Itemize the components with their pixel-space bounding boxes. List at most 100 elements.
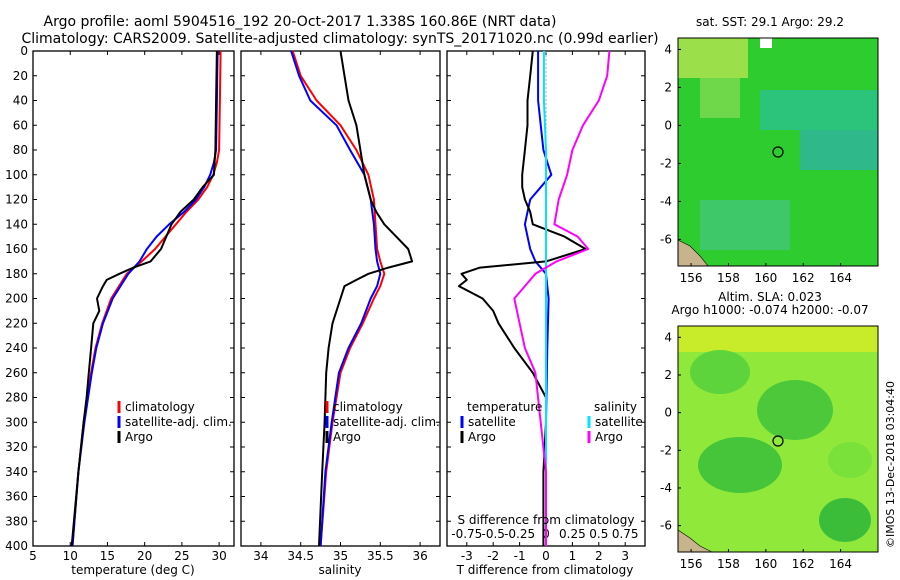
sla-map-title-line-1: Altim. SLA: 0.023 <box>718 290 822 304</box>
sst-cool-patch <box>760 90 878 130</box>
x-tick-label: -2 <box>487 549 499 563</box>
sst-warm-patch <box>678 38 748 78</box>
sla-low-patch <box>757 380 833 440</box>
map-lat-tick: -4 <box>660 481 672 495</box>
map-lat-tick: -6 <box>660 232 672 246</box>
series-argo <box>70 50 218 547</box>
s-diff-tick-label: 0.75 <box>612 527 639 541</box>
map-lon-tick: 156 <box>680 557 703 571</box>
map-lat-tick: 0 <box>664 118 672 132</box>
salinity-legend: climatology satellite-adj. clim. Argo <box>325 400 440 444</box>
map-lat-tick: 4 <box>664 42 672 56</box>
legend-label-argo: Argo <box>333 430 361 444</box>
depth-tick-label: 0 <box>20 44 28 58</box>
x-tick-label: 30 <box>211 549 226 563</box>
series-t-satellite <box>523 51 553 546</box>
map-lon-tick: 162 <box>792 271 815 285</box>
legend-label-s-satellite: satellite <box>595 415 643 429</box>
title-line-2: Climatology: CARS2009. Satellite-adjuste… <box>21 31 658 47</box>
sla-low-patch <box>690 350 750 394</box>
depth-tick-label: 260 <box>5 366 28 380</box>
difference-legend-temperature: temperature satellite Argo <box>460 400 542 444</box>
x-tick-label: 20 <box>137 549 152 563</box>
depth-tick-label: 100 <box>5 168 28 182</box>
x-tick-label: 34 <box>253 549 268 563</box>
series-satellite-adj-clim- <box>290 50 382 547</box>
sla-map-ticks: 156 158 160 162 164 4 2 0 -2 -4 -6 <box>660 330 852 571</box>
map-lon-tick: 164 <box>829 271 852 285</box>
depth-tick-label: 60 <box>13 118 28 132</box>
legend-label-climatology: climatology <box>125 400 195 414</box>
s-diff-tick-label: -0.25 <box>504 527 535 541</box>
x-tick-label: 5 <box>29 549 37 563</box>
x-tick-label: 35.5 <box>367 549 394 563</box>
map-lon-tick: 158 <box>717 271 740 285</box>
series-s-satellite <box>542 51 547 546</box>
x-tick-label: 25 <box>174 549 189 563</box>
salinity-axis-label: salinity <box>318 563 361 577</box>
sla-argo-location-marker <box>772 435 784 447</box>
x-tick-label: 3 <box>621 549 629 563</box>
difference-legend-salinity: salinity satellite Argo <box>587 400 643 444</box>
depth-tick-label: 200 <box>5 292 28 306</box>
sst-cool-patch <box>800 130 878 170</box>
sla-low-patch <box>698 437 782 493</box>
temperature-panel-frame <box>32 50 235 547</box>
series-argo <box>318 50 414 547</box>
map-lon-tick: 160 <box>754 271 777 285</box>
sla-low-patch <box>819 498 871 542</box>
depth-tick-label: 40 <box>13 94 28 108</box>
map-lat-tick: 2 <box>664 368 672 382</box>
map-lat-tick: 0 <box>664 406 672 420</box>
temperature-legend: climatology satellite-adj. clim. Argo <box>117 400 232 444</box>
x-tick-label: 1 <box>569 549 577 563</box>
depth-tick-label: 360 <box>5 490 28 504</box>
depth-tick-label: 300 <box>5 415 28 429</box>
x-tick-label: 10 <box>63 549 78 563</box>
depth-axis: 0 20 40 60 80 100 120 140 160 180 200 220 240 260 280 3… <box>5 44 645 553</box>
map-lon-tick: 160 <box>754 557 777 571</box>
depth-tick-label: 140 <box>5 217 28 231</box>
depth-tick-label: 400 <box>5 539 28 553</box>
series-climatology <box>71 50 222 547</box>
sst-map-ticks: 156 158 160 162 164 4 2 0 -2 -4 -6 <box>660 42 852 285</box>
x-tick-label: -3 <box>461 549 473 563</box>
sla-high-patch <box>678 326 878 352</box>
sla-map-title-line-2: Argo h1000: -0.074 h2000: -0.07 <box>671 303 868 317</box>
depth-tick-label: 160 <box>5 242 28 256</box>
series-s-argo <box>513 50 611 546</box>
legend-label-satellite-adj: satellite-adj. clim. <box>333 415 440 429</box>
temperature-panel: 5 10 15 20 25 30 <box>29 50 227 563</box>
sst-map-title: sat. SST: 29.1 Argo: 29.2 <box>696 15 844 29</box>
sst-cool-patch <box>700 200 790 250</box>
depth-tick-label: 180 <box>5 267 28 281</box>
x-tick-label: 35 <box>333 549 348 563</box>
map-lat-tick: 4 <box>664 330 672 344</box>
s-diff-tick-label: 0.25 <box>559 527 586 541</box>
series-t-argo <box>457 50 587 546</box>
t-difference-axis-label: T difference from climatology <box>456 563 634 577</box>
sla-map: 156 158 160 162 164 4 2 0 -2 -4 -6 <box>660 325 879 571</box>
salinity-panel: 34 34.5 35 35.5 36 <box>253 50 428 563</box>
series-satellite-adj-clim- <box>71 50 219 547</box>
depth-tick-label: 20 <box>13 69 28 83</box>
s-diff-tick-label: 0.5 <box>589 527 608 541</box>
legend-label-argo: Argo <box>125 430 153 444</box>
legend-heading-temperature: temperature <box>467 400 542 414</box>
map-lat-tick: -6 <box>660 519 672 533</box>
depth-tick-label: 280 <box>5 391 28 405</box>
sla-map-frame <box>677 325 879 553</box>
x-tick-label: 0 <box>542 549 550 563</box>
legend-heading-salinity: salinity <box>594 400 637 414</box>
legend-label-s-argo: Argo <box>595 430 623 444</box>
legend-label-t-argo: Argo <box>468 430 496 444</box>
series-climatology <box>291 50 386 547</box>
map-lat-tick: -2 <box>660 156 672 170</box>
temperature-axis-label: temperature (deg C) <box>71 563 194 577</box>
x-tick-label: 2 <box>595 549 603 563</box>
x-tick-label: -1 <box>514 549 526 563</box>
sst-warm-patch <box>700 78 740 118</box>
copyright-stamp: ©IMOS 13-Dec-2018 03:04:40 <box>884 381 897 548</box>
legend-label-t-satellite: satellite <box>468 415 516 429</box>
